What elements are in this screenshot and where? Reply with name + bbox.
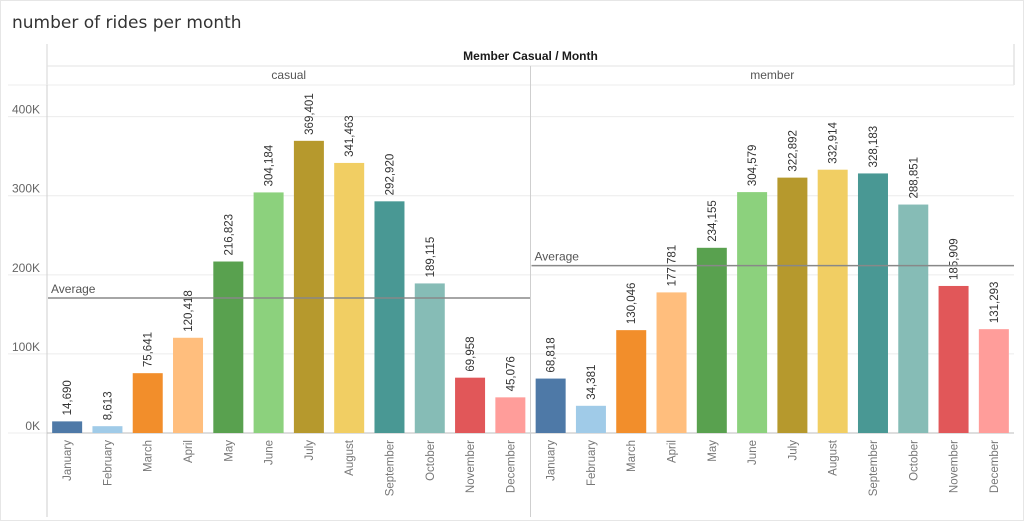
x-tick-label: April bbox=[183, 440, 195, 463]
bar-casual-september bbox=[374, 201, 405, 433]
data-label: 69,958 bbox=[465, 336, 477, 371]
x-tick-label: May bbox=[223, 440, 235, 462]
y-tick-label: 100K bbox=[12, 340, 40, 354]
x-tick-label: September bbox=[868, 440, 880, 496]
x-tick-label: June bbox=[747, 440, 759, 465]
bar-casual-january bbox=[52, 421, 83, 433]
data-label: 34,381 bbox=[586, 365, 598, 400]
bar-member-december bbox=[978, 329, 1009, 433]
x-tick-label: May bbox=[707, 440, 719, 462]
bar-member-january bbox=[535, 378, 566, 433]
y-tick-label: 300K bbox=[12, 182, 40, 196]
data-label: 75,641 bbox=[143, 332, 155, 367]
data-label: 45,076 bbox=[505, 356, 517, 391]
data-label: 288,851 bbox=[908, 157, 920, 199]
x-tick-label: June bbox=[264, 440, 276, 465]
data-label: 130,046 bbox=[626, 283, 638, 325]
bar-casual-march bbox=[132, 373, 163, 433]
y-tick-label: 200K bbox=[12, 261, 40, 275]
x-tick-label: August bbox=[828, 439, 840, 476]
average-label: Average bbox=[51, 282, 96, 296]
bar-member-february bbox=[575, 405, 606, 433]
data-label: 8,613 bbox=[102, 391, 114, 420]
bar-member-june bbox=[737, 192, 768, 433]
data-label: 234,155 bbox=[707, 200, 719, 242]
data-label: 292,920 bbox=[384, 154, 396, 196]
data-label: 68,818 bbox=[546, 337, 558, 372]
x-tick-label: October bbox=[908, 440, 920, 481]
bar-casual-february bbox=[92, 426, 123, 433]
bar-casual-october bbox=[414, 283, 445, 433]
bar-member-july bbox=[777, 177, 808, 433]
x-tick-label: January bbox=[62, 440, 74, 481]
data-label: 120,418 bbox=[183, 290, 195, 332]
bar-casual-may bbox=[213, 261, 244, 433]
x-tick-label: November bbox=[465, 440, 477, 493]
x-tick-label: December bbox=[989, 440, 1001, 493]
x-tick-label: September bbox=[384, 440, 396, 496]
y-tick-label: 0K bbox=[25, 419, 40, 433]
bar-member-may bbox=[696, 247, 727, 433]
x-tick-label: February bbox=[586, 440, 598, 486]
bar-member-august bbox=[817, 169, 848, 433]
average-label: Average bbox=[535, 250, 580, 264]
column-header: Member Casual / Month bbox=[463, 49, 598, 63]
y-tick-label: 400K bbox=[12, 103, 40, 117]
bar-member-march bbox=[616, 330, 647, 433]
x-tick-label: January bbox=[546, 440, 558, 481]
data-label: 14,690 bbox=[62, 380, 74, 415]
data-label: 304,184 bbox=[264, 144, 276, 186]
bar-casual-july bbox=[293, 140, 324, 433]
x-tick-label: November bbox=[949, 440, 961, 493]
data-label: 332,914 bbox=[828, 122, 840, 164]
data-label: 131,293 bbox=[989, 282, 1001, 324]
data-label: 304,579 bbox=[747, 145, 759, 187]
data-label: 185,909 bbox=[949, 238, 961, 280]
x-tick-label: July bbox=[787, 440, 799, 461]
x-tick-label: December bbox=[505, 440, 517, 493]
x-tick-label: July bbox=[304, 440, 316, 461]
data-label: 341,463 bbox=[344, 115, 356, 157]
data-label: 322,892 bbox=[787, 130, 799, 172]
x-tick-label: March bbox=[626, 440, 638, 472]
x-tick-label: April bbox=[667, 440, 679, 463]
x-tick-label: October bbox=[425, 440, 437, 481]
bar-casual-november bbox=[455, 377, 486, 433]
bar-member-october bbox=[898, 204, 929, 433]
bar-member-april bbox=[656, 292, 687, 433]
chart-title: number of rides per month bbox=[12, 13, 242, 33]
data-label: 189,115 bbox=[425, 237, 437, 278]
x-tick-label: August bbox=[344, 439, 356, 476]
bar-casual-june bbox=[253, 192, 284, 433]
data-label: 216,823 bbox=[223, 214, 235, 256]
x-tick-label: February bbox=[102, 440, 114, 486]
bar-member-september bbox=[857, 173, 888, 434]
bar-member-november bbox=[938, 285, 969, 433]
data-label: 328,183 bbox=[868, 126, 880, 168]
panel-label-casual: casual bbox=[271, 68, 306, 82]
bar-casual-april bbox=[173, 337, 204, 433]
data-label: 369,401 bbox=[304, 93, 316, 135]
x-tick-label: March bbox=[143, 440, 155, 472]
bar-casual-december bbox=[495, 397, 526, 433]
panel-label-member: member bbox=[750, 68, 794, 82]
